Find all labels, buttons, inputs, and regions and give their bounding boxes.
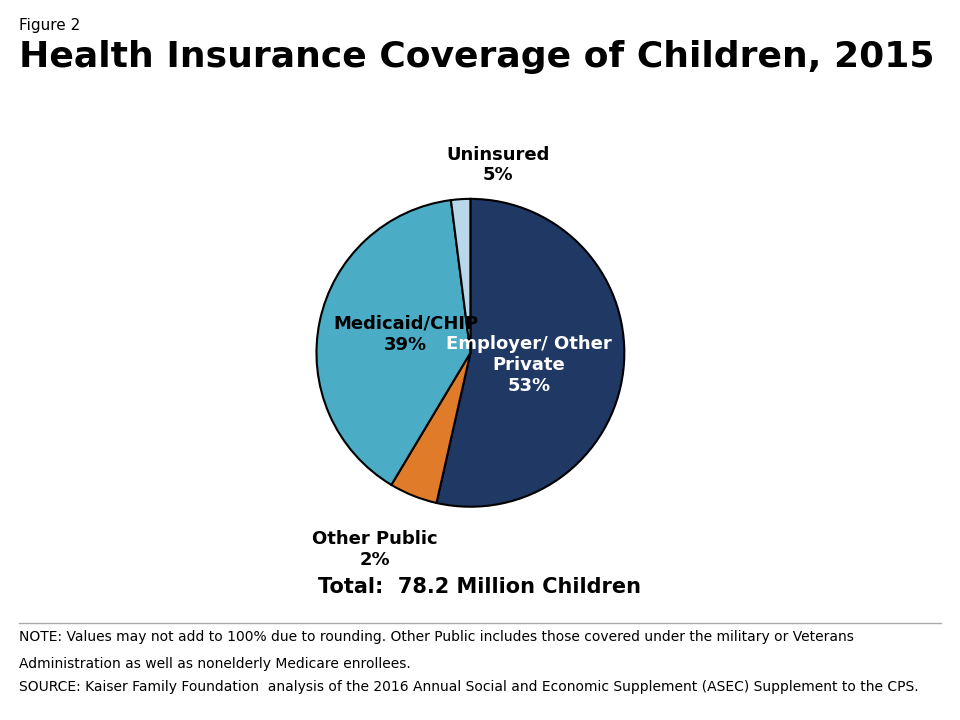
Wedge shape: [392, 353, 470, 503]
Text: Figure 2: Figure 2: [19, 18, 81, 33]
Text: Other Public
2%: Other Public 2%: [312, 531, 438, 570]
Text: FAMILY: FAMILY: [852, 672, 924, 690]
Text: NOTE: Values may not add to 100% due to rounding. Other Public includes those co: NOTE: Values may not add to 100% due to …: [19, 630, 854, 644]
Text: FOUNDATION: FOUNDATION: [860, 695, 916, 704]
Wedge shape: [317, 200, 470, 485]
Text: Total:  78.2 Million Children: Total: 78.2 Million Children: [319, 577, 641, 597]
Text: Employer/ Other
Private
53%: Employer/ Other Private 53%: [446, 336, 612, 395]
Text: SOURCE: Kaiser Family Foundation  analysis of the 2016 Annual Social and Economi: SOURCE: Kaiser Family Foundation analysi…: [19, 680, 919, 694]
Text: Medicaid/CHIP
39%: Medicaid/CHIP 39%: [333, 315, 478, 354]
Text: Uninsured
5%: Uninsured 5%: [446, 145, 550, 184]
Wedge shape: [451, 199, 470, 353]
Text: Health Insurance Coverage of Children, 2015: Health Insurance Coverage of Children, 2…: [19, 40, 935, 73]
Text: KAISER: KAISER: [852, 654, 924, 672]
Wedge shape: [437, 199, 624, 507]
Text: THE HENRY J.: THE HENRY J.: [863, 640, 913, 649]
Text: Administration as well as nonelderly Medicare enrollees.: Administration as well as nonelderly Med…: [19, 657, 411, 670]
